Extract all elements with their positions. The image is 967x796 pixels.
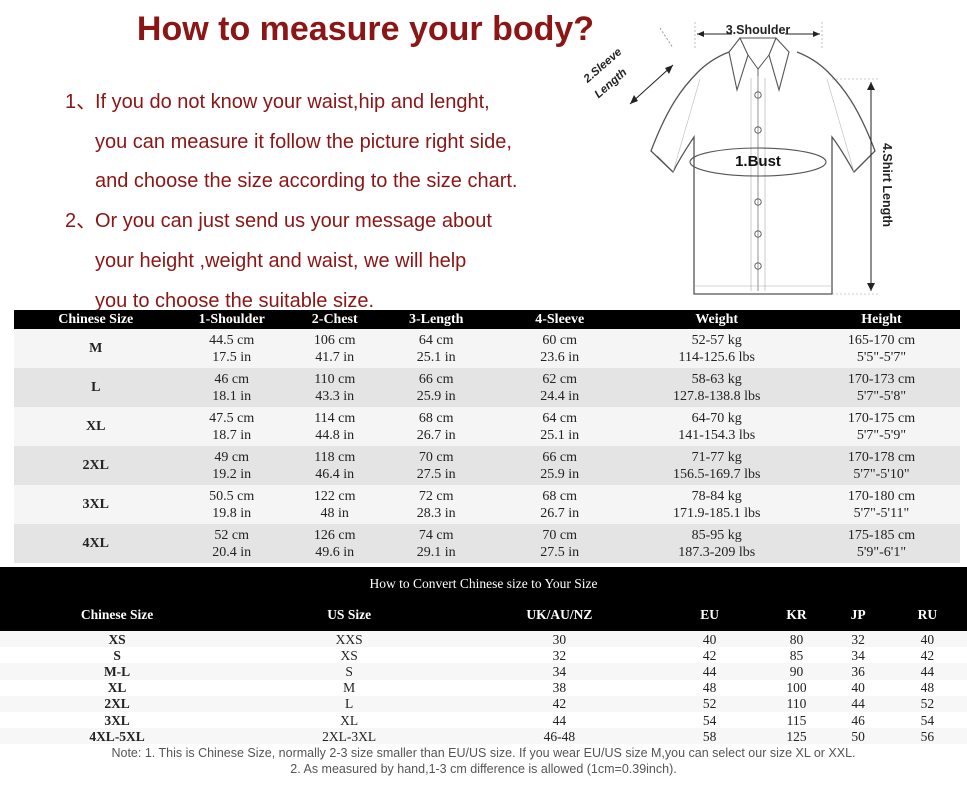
svg-text:4.Shirt Length: 4.Shirt Length [880,143,894,227]
svg-text:1.Bust: 1.Bust [735,153,781,170]
